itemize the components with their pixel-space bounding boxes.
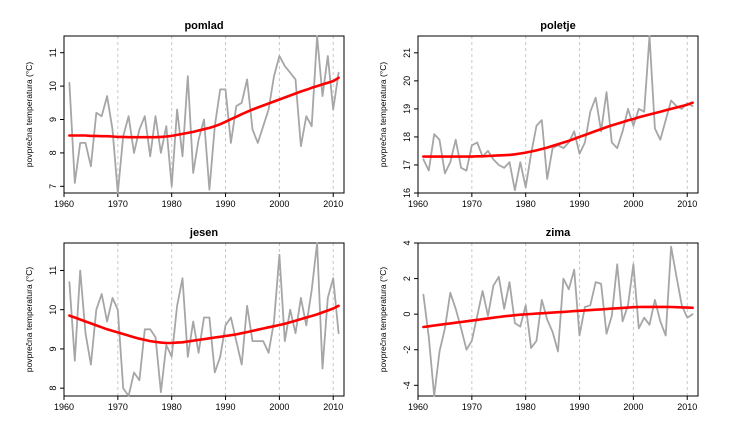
panel-jesen: jesen 1960 1970 1980 1990 2000 2010 8 9 10 11 povpr… bbox=[24, 227, 345, 412]
series-line-trend bbox=[422, 101, 694, 158]
y-axis-label: povprečna temperatura (°C) bbox=[378, 267, 388, 373]
y-tick-label: 18 bbox=[402, 132, 412, 142]
x-tick-label: 1970 bbox=[108, 199, 128, 209]
y-tick-label: 8 bbox=[48, 150, 58, 155]
x-tick-label: 1990 bbox=[570, 402, 590, 412]
x-tick-label: 2010 bbox=[323, 199, 343, 209]
y-tick-label: 16 bbox=[402, 188, 412, 198]
y-axis-label: povprečna temperatura (°C) bbox=[24, 267, 34, 373]
series-line-annual bbox=[68, 35, 340, 194]
y-tick-label: 10 bbox=[48, 81, 58, 91]
y-tick-label: 21 bbox=[402, 48, 412, 58]
plot-frame bbox=[63, 35, 345, 194]
series-line-trend bbox=[422, 305, 694, 329]
y-tick-label: 20 bbox=[402, 76, 412, 86]
y-tick-label: 9 bbox=[48, 346, 58, 351]
y-tick-label: 2 bbox=[402, 276, 412, 281]
y-tick-label: 9 bbox=[48, 117, 58, 122]
y-tick-label: 7 bbox=[48, 184, 58, 189]
panel-pomlad: pomlad 1960 1970 1980 1990 2000 2010 7 8 9 10 11 pov… bbox=[24, 20, 345, 209]
plot-frame bbox=[417, 35, 699, 194]
x-tick-label: 1980 bbox=[162, 199, 182, 209]
x-tick-label: 1970 bbox=[108, 402, 128, 412]
y-tick-label: -2 bbox=[402, 346, 412, 354]
series-line-trend bbox=[68, 76, 340, 139]
x-tick-label: 1990 bbox=[216, 402, 236, 412]
series-line-trend bbox=[68, 304, 340, 345]
y-tick-label: 11 bbox=[48, 48, 58, 57]
panel-zima: zima 1960 1970 1980 1990 2000 2010 -4 -2 0 2 4 povpr… bbox=[378, 227, 699, 412]
x-tick-label: 2000 bbox=[623, 199, 643, 209]
x-tick-label: 1970 bbox=[462, 199, 482, 209]
x-tick-label: 1960 bbox=[54, 199, 74, 209]
y-axis-label: povprečna temperatura (°C) bbox=[378, 62, 388, 168]
y-tick-label: 11 bbox=[48, 266, 58, 275]
x-tick-label: 1960 bbox=[408, 402, 428, 412]
x-tick-label: 2010 bbox=[323, 402, 343, 412]
y-tick-label: 19 bbox=[402, 104, 412, 114]
chart-title: zima bbox=[546, 227, 571, 239]
series-line-annual bbox=[68, 242, 340, 397]
x-tick-label: 2000 bbox=[623, 402, 643, 412]
x-tick-label: 2000 bbox=[269, 402, 289, 412]
plot-frame bbox=[63, 242, 345, 397]
x-tick-label: 1980 bbox=[516, 402, 536, 412]
x-tick-label: 1990 bbox=[570, 199, 590, 209]
plot-frame bbox=[417, 242, 699, 397]
y-tick-label: 0 bbox=[402, 312, 412, 317]
chart-title: poletje bbox=[540, 20, 575, 32]
x-tick-label: 1960 bbox=[54, 402, 74, 412]
chart-title: pomlad bbox=[184, 20, 223, 32]
x-tick-label: 2010 bbox=[677, 199, 697, 209]
y-tick-label: -4 bbox=[402, 381, 412, 389]
panel-poletje: poletje 1960 1970 1980 1990 2000 2010 16 17 18 19 2… bbox=[378, 20, 699, 209]
chart-title: jesen bbox=[189, 227, 218, 239]
y-tick-label: 17 bbox=[402, 160, 412, 170]
x-tick-label: 1980 bbox=[516, 199, 536, 209]
y-tick-label: 8 bbox=[48, 386, 58, 391]
x-tick-label: 1980 bbox=[162, 402, 182, 412]
x-tick-label: 1960 bbox=[408, 199, 428, 209]
series-line-annual bbox=[422, 245, 694, 397]
x-tick-label: 2010 bbox=[677, 402, 697, 412]
x-tick-label: 2000 bbox=[269, 199, 289, 209]
y-axis-label: povprečna temperatura (°C) bbox=[24, 62, 34, 168]
x-tick-label: 1990 bbox=[216, 199, 236, 209]
x-tick-label: 1970 bbox=[462, 402, 482, 412]
y-tick-label: 10 bbox=[48, 305, 58, 315]
y-tick-label: 4 bbox=[402, 240, 412, 245]
